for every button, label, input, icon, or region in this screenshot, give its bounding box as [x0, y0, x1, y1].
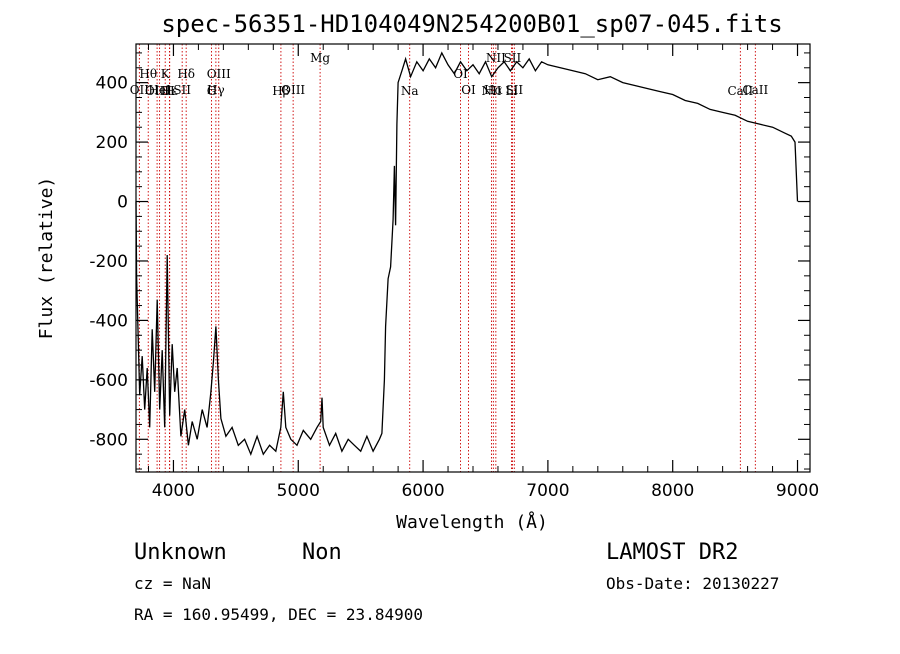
line-label-10: Hγ — [207, 83, 225, 97]
x-tick-label: 4000 — [152, 481, 195, 501]
line-label-13: Hβ — [272, 84, 289, 98]
survey-name: LAMOST DR2 — [606, 540, 738, 565]
line-label-14: Mg — [310, 51, 330, 65]
redshift-cz: cz = NaN — [134, 574, 211, 593]
line-label-6: H — [164, 84, 174, 98]
line-label-9: OIII — [207, 67, 231, 81]
line-label-7: SII — [173, 83, 191, 97]
ra-dec: RA = 160.95499, DEC = 23.84900 — [134, 605, 423, 624]
line-label-19: Hα — [484, 83, 503, 97]
line-label-23: Li — [506, 84, 518, 98]
line-label-20: NII — [481, 84, 501, 98]
line-label-1: OII — [130, 83, 150, 97]
obs-date: Obs-Date: 20130227 — [606, 574, 779, 593]
y-tick-label: 200 — [96, 133, 128, 153]
line-label-4: Hε — [161, 84, 178, 98]
line-label-5: HeI — [148, 83, 171, 97]
line-label-17: OI — [461, 83, 476, 97]
object-class: Unknown — [134, 540, 227, 565]
line-label-15: Na — [401, 84, 419, 98]
y-tick-label: 0 — [117, 193, 128, 213]
object-subclass: Non — [302, 540, 342, 565]
line-label-3: K — [161, 67, 171, 81]
y-tick-label: -400 — [89, 311, 128, 331]
x-tick-label: 8000 — [651, 481, 694, 501]
line-label-21: SII — [504, 51, 522, 65]
line-label-2: OIII — [145, 84, 169, 98]
line-label-24: CaII — [742, 83, 768, 97]
line-label-22: SII — [505, 83, 523, 97]
spectral-line-markers — [138, 44, 756, 472]
x-tick-label: 7000 — [526, 481, 569, 501]
spectrum-line — [135, 51, 799, 457]
line-label-25: CaII — [727, 84, 753, 98]
axis-ticks: 4000 5000 6000 7000 8000 9000-800-600-400-200… — [89, 44, 819, 501]
y-tick-label: 400 — [96, 74, 128, 94]
line-label-0: Hθ — [139, 67, 157, 81]
x-axis-label: Wavelength (Å) — [396, 511, 548, 533]
y-tick-label: -200 — [89, 252, 128, 272]
y-tick-label: -600 — [89, 371, 128, 391]
x-tick-label: 9000 — [776, 481, 819, 501]
chart-title: spec-56351-HD104049N254200B01_sp07-045.f… — [161, 10, 782, 38]
y-tick-label: -800 — [89, 430, 128, 450]
x-tick-label: 5000 — [277, 481, 320, 501]
line-label-16: OI — [453, 67, 468, 81]
line-label-12: OIII — [281, 83, 305, 97]
y-axis-label: Flux (relative) — [36, 177, 57, 340]
line-label-18: NII — [486, 51, 506, 65]
x-tick-label: 6000 — [401, 481, 444, 501]
line-label-11: G — [207, 84, 217, 98]
line-label-8: Hδ — [177, 67, 195, 81]
